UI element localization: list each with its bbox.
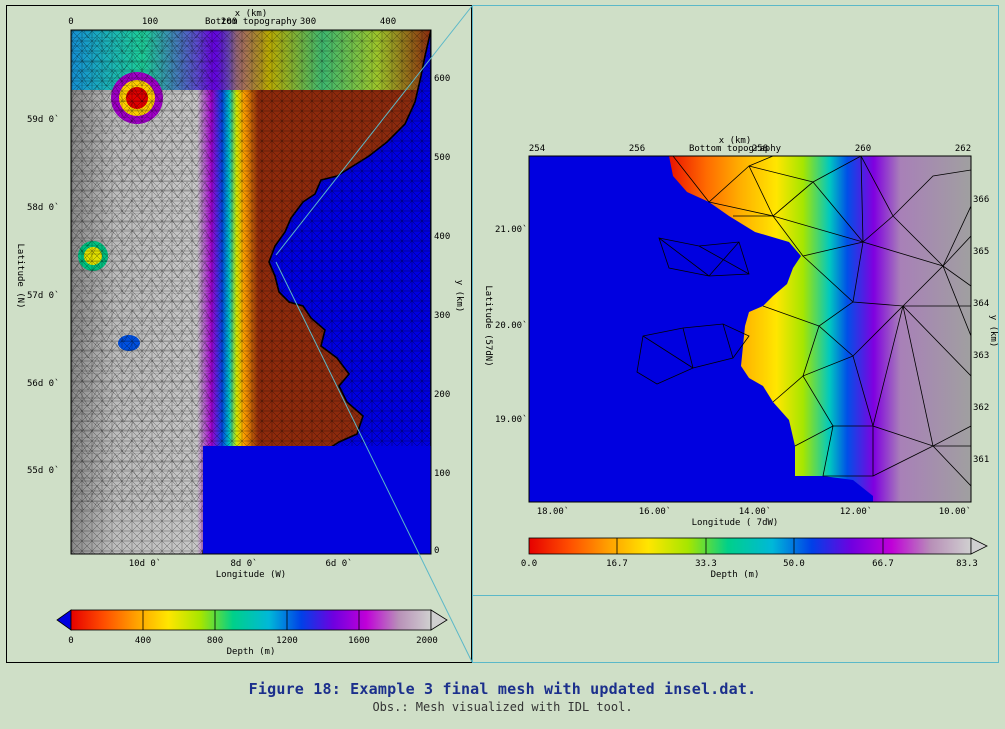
panel-separator (472, 595, 999, 596)
colorbar-gradient (70, 609, 432, 631)
zoom-longitude-axis-label: Longitude ( 7dW) (692, 518, 779, 528)
x-km-tick: 200 (221, 17, 237, 27)
x-km-tick: 258 (752, 144, 768, 154)
zoom-mesh (636, 156, 971, 487)
y-km-tick: 365 (973, 247, 989, 257)
x-km-tick: 100 (142, 17, 158, 27)
overview-title: Bottom topography (205, 17, 298, 27)
y-km-tick: 100 (434, 469, 450, 479)
y-km-tick: 361 (973, 455, 989, 465)
y-km-ticks: 0 100 200 300 400 500 600 (434, 74, 450, 556)
colorbar-label: Depth (m) (711, 570, 760, 580)
colorbar-tick: 2000 (416, 636, 438, 646)
colorbar-tick: 66.7 (872, 559, 894, 569)
caption-title: Figure 18: Example 3 final mesh with upd… (248, 680, 757, 698)
x-km-tick: 256 (629, 144, 645, 154)
colorbar-tick: 16.7 (606, 559, 628, 569)
lat-tick: 57d 0` (27, 290, 60, 301)
land-south (203, 446, 431, 554)
colorbar-tick: 83.3 (956, 559, 978, 569)
colorbar-tick: 1600 (348, 636, 370, 646)
lon-tick: 10d 0` (129, 558, 162, 569)
longitude-ticks: 10d 0` 8d 0` 6d 0` (129, 558, 353, 569)
x-km-tick: 0 (68, 17, 73, 27)
lat-tick: 56d 0` (27, 378, 60, 389)
zoom-y-km-axis-label: y (km) (988, 315, 998, 348)
latitude-ticks: 59d 0` 58d 0` 57d 0` 56d 0` 55d 0` (27, 114, 60, 476)
latitude-axis-label: Latitude (N) (15, 243, 25, 308)
colorbar-tick: 400 (135, 636, 151, 646)
zoom-frame (528, 155, 972, 503)
zoom-land (529, 156, 873, 502)
lon-tick: 10.00` (939, 506, 972, 517)
y-km-tick: 363 (973, 351, 989, 361)
lon-tick: 8d 0` (230, 558, 257, 569)
lon-tick: 16.00` (639, 506, 672, 517)
colorbar-tick: 0.0 (521, 559, 537, 569)
x-km-tick: 260 (855, 144, 871, 154)
y-km-axis-label: y (km) (454, 280, 464, 313)
figure-caption: Figure 18: Example 3 final mesh with upd… (0, 680, 1005, 714)
zoom-latitude-ticks: 21.00` 20.00` 19.00` (495, 224, 528, 425)
colorbar-over-arrow (430, 609, 448, 631)
y-km-tick: 600 (434, 74, 450, 84)
x-km-ticks: 0 100 200 300 400 (68, 17, 396, 27)
y-km-tick: 300 (434, 311, 450, 321)
colorbar-tick: 33.3 (695, 559, 717, 569)
longitude-axis-label: Longitude (W) (216, 570, 286, 580)
y-km-tick: 366 (973, 195, 989, 205)
overview-map-panel: x (km) Bottom topography 0 100 200 300 4… (6, 5, 472, 663)
colorbar-gradient (528, 537, 972, 555)
y-km-tick: 200 (434, 390, 450, 400)
zoom-x-km-axis-label: x (km) (719, 136, 752, 146)
colorbar-over-arrow (970, 537, 988, 555)
x-km-tick: 400 (380, 17, 396, 27)
lon-tick: 6d 0` (325, 558, 352, 569)
y-km-tick: 364 (973, 299, 989, 309)
zoom-x-km-ticks: 254 256 258 260 262 (529, 144, 971, 154)
lat-tick: 59d 0` (27, 114, 60, 125)
zoom-map-svg: x (km) Bottom topography 254 256 258 260… (483, 136, 998, 580)
lat-tick: 19.00` (495, 414, 528, 425)
zoom-longitude-ticks: 18.00` 16.00` 14.00` 12.00` 10.00` (537, 506, 972, 517)
overview-colorbar: 0 400 800 1200 1600 2000 Depth (m) (56, 609, 448, 657)
lat-tick: 21.00` (495, 224, 528, 235)
overview-map-area (71, 30, 431, 554)
zoom-title: Bottom topography (689, 144, 782, 154)
lat-tick: 55d 0` (27, 465, 60, 476)
colorbar-tick: 50.0 (783, 559, 805, 569)
lon-tick: 18.00` (537, 506, 570, 517)
x-km-tick: 300 (300, 17, 316, 27)
colorbar-under-arrow (56, 609, 72, 631)
lon-tick: 14.00` (739, 506, 772, 517)
x-km-tick: 262 (955, 144, 971, 154)
y-km-tick: 0 (434, 546, 439, 556)
y-km-tick: 362 (973, 403, 989, 413)
colorbar-tick: 800 (207, 636, 223, 646)
x-km-tick: 254 (529, 144, 545, 154)
caption-note: Obs.: Mesh visualized with IDL tool. (372, 700, 633, 714)
zoom-colorbar: 0.0 16.7 33.3 50.0 66.7 83.3 Depth (m) (521, 537, 988, 580)
y-km-tick: 400 (434, 232, 450, 242)
zoom-latitude-axis-label: Latitude (57dN) (483, 285, 493, 366)
zoom-y-km-ticks: 366 365 364 363 362 361 (973, 195, 989, 465)
colorbar-tick: 0 (68, 636, 73, 646)
x-km-axis-label: x (km) (235, 9, 268, 19)
mesh-overlay-coarse (71, 30, 211, 510)
lon-tick: 12.00` (840, 506, 873, 517)
y-km-tick: 500 (434, 153, 450, 163)
colorbar-label: Depth (m) (227, 647, 276, 657)
lat-tick: 58d 0` (27, 202, 60, 213)
lat-tick: 20.00` (495, 320, 528, 331)
colorbar-tick: 1200 (276, 636, 298, 646)
zoom-map-area (529, 156, 971, 502)
zoom-map-panel: x (km) Bottom topography 254 256 258 260… (472, 5, 999, 663)
overview-map-svg: x (km) Bottom topography 0 100 200 300 4… (15, 9, 464, 657)
